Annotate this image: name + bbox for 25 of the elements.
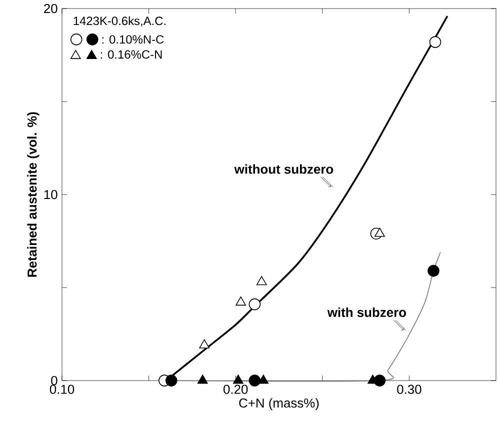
point [165, 374, 178, 387]
point [374, 228, 385, 237]
annotation: with subzero [327, 308, 406, 318]
point [248, 374, 261, 387]
legend-label: : 0.10%N-C [102, 35, 164, 44]
x-tick-label: 0.30 [397, 384, 422, 394]
y-axis-title: Retained austenite (vol. %) [27, 112, 40, 277]
point [236, 296, 246, 306]
x-axis-title: C+N (mass%) [239, 398, 319, 410]
point [429, 36, 442, 48]
x-tick-label: 0.10 [50, 384, 74, 394]
point [428, 265, 440, 277]
legend-label: : 0.16%C-N [100, 50, 162, 59]
legend-title: 1423K-0.6ks,A.C. [74, 16, 166, 27]
point [233, 374, 244, 384]
point [199, 340, 210, 349]
point [197, 374, 208, 384]
y-tick-label: 0 [51, 376, 58, 386]
annotation: without subzero [234, 164, 334, 174]
point [258, 374, 269, 384]
y-tick-label: 10 [44, 190, 58, 200]
point [248, 298, 261, 310]
x-tick-label: 0.20 [223, 384, 248, 394]
point [256, 276, 267, 286]
y-tick-label: 20 [44, 4, 58, 14]
